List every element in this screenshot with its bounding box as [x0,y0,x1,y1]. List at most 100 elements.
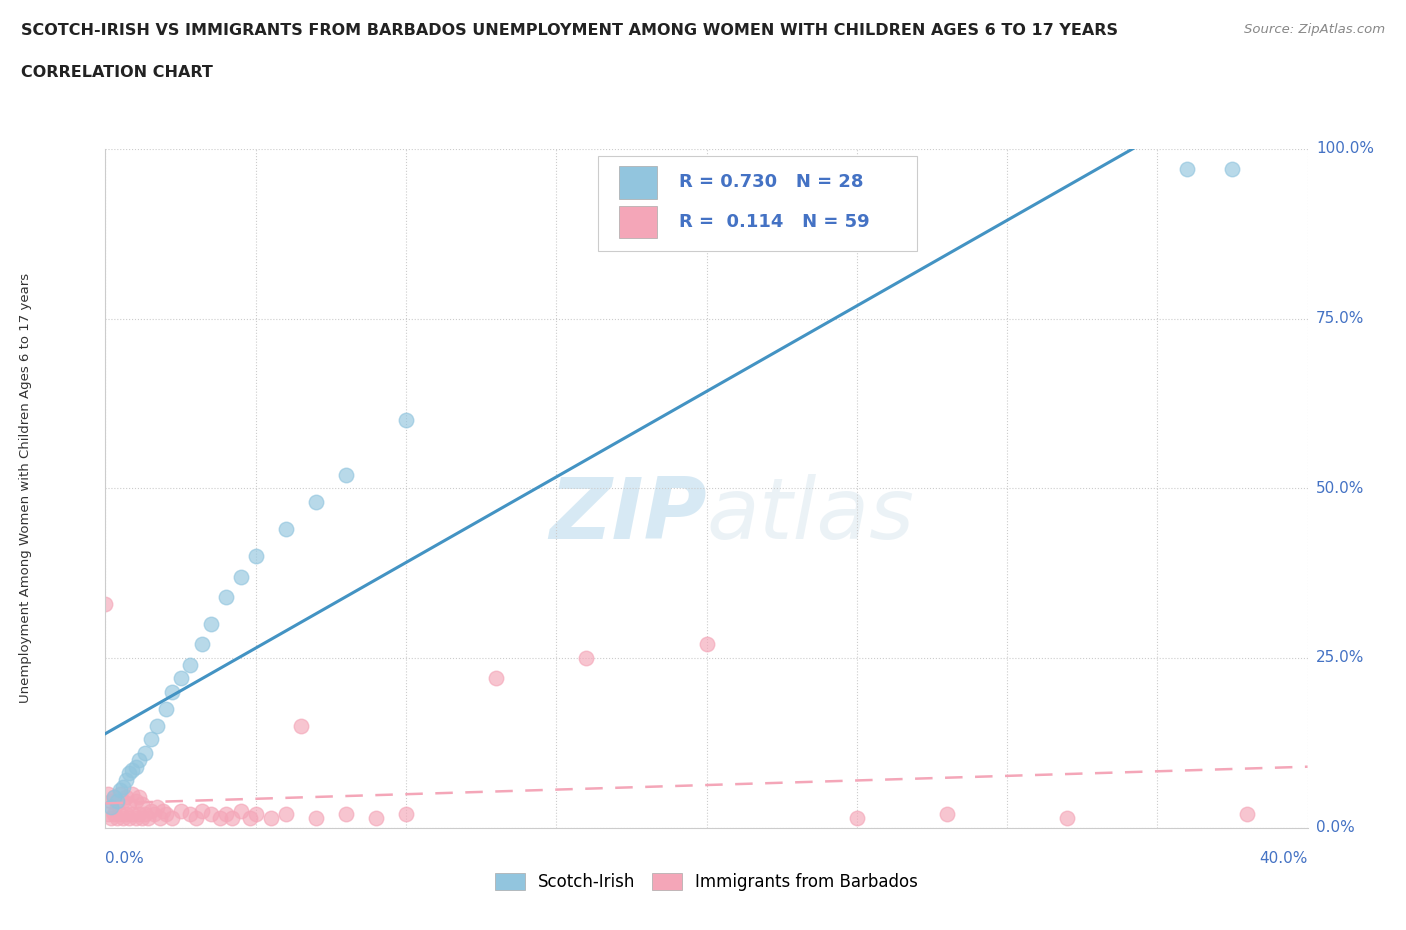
Text: Unemployment Among Women with Children Ages 6 to 17 years: Unemployment Among Women with Children A… [18,273,32,703]
Point [160,684,183,699]
Point [214,806,236,821]
Point [155,806,177,821]
Point [169,804,191,818]
Point [131,796,153,811]
Point [1236,806,1258,821]
Point [97,806,120,821]
Point [364,810,387,825]
Point [115,790,138,804]
Point [110,806,132,821]
Point [395,413,418,428]
Point [305,810,328,825]
Point [485,671,508,685]
Point [696,637,718,652]
Point [184,810,207,825]
Point [121,787,143,802]
Point [1222,162,1244,177]
Text: 0.0%: 0.0% [105,851,145,866]
Point [136,810,159,825]
Point [103,790,125,804]
Point [160,810,183,825]
Legend: Scotch-Irish, Immigrants from Barbados: Scotch-Irish, Immigrants from Barbados [488,866,925,897]
Point [1056,810,1078,825]
Point [190,804,212,818]
Point [112,779,135,794]
Point [134,746,156,761]
Point [100,800,122,815]
Point [274,806,297,821]
Point [179,806,201,821]
Point [112,793,135,808]
Point [274,522,297,537]
Point [200,806,222,821]
Point [100,810,122,825]
Point [110,783,132,798]
Point [190,637,212,652]
Point [107,796,129,811]
Point [229,569,252,584]
Point [245,549,267,564]
Bar [619,166,657,199]
Text: 25.0%: 25.0% [1316,650,1364,666]
Point [139,732,162,747]
Text: R =  0.114   N = 59: R = 0.114 N = 59 [679,213,869,232]
Text: atlas: atlas [707,474,914,557]
Point [115,806,138,821]
Point [103,806,125,821]
Text: SCOTCH-IRISH VS IMMIGRANTS FROM BARBADOS UNEMPLOYMENT AMONG WOMEN WITH CHILDREN : SCOTCH-IRISH VS IMMIGRANTS FROM BARBADOS… [21,23,1118,38]
Point [155,701,177,716]
Point [118,796,141,811]
Point [121,806,143,821]
Point [145,800,167,815]
Point [245,806,267,821]
Text: 40.0%: 40.0% [1260,851,1308,866]
Point [107,810,129,825]
FancyBboxPatch shape [599,155,917,251]
Point [148,810,170,825]
Point [169,671,191,685]
Point [112,810,135,825]
Point [107,793,129,808]
Point [229,804,252,818]
Point [575,651,598,666]
Point [110,787,132,802]
Text: 75.0%: 75.0% [1316,311,1364,326]
Point [124,810,146,825]
Point [221,810,243,825]
Point [118,810,141,825]
Point [128,806,150,821]
Point [1175,162,1198,177]
Point [290,718,312,733]
Point [845,810,868,825]
Point [115,773,138,788]
Point [260,810,283,825]
Point [179,658,201,672]
Point [124,793,146,808]
Point [152,804,174,818]
Text: 0.0%: 0.0% [1316,820,1355,835]
Point [395,806,418,821]
Point [121,763,143,777]
Text: ZIP: ZIP [548,474,707,557]
Point [305,495,328,510]
Point [131,810,153,825]
Point [936,806,959,821]
Text: CORRELATION CHART: CORRELATION CHART [21,65,212,80]
Point [100,793,122,808]
Point [145,718,167,733]
Text: 50.0%: 50.0% [1316,481,1364,496]
Text: 100.0%: 100.0% [1316,141,1374,156]
Point [214,590,236,604]
Point [94,596,117,611]
Point [118,766,141,781]
Point [239,810,262,825]
Point [139,804,162,818]
Point [103,790,125,804]
Point [134,806,156,821]
Point [335,467,357,482]
Bar [619,206,657,238]
Point [335,806,357,821]
Point [124,759,146,774]
Point [97,787,120,802]
Point [200,617,222,631]
